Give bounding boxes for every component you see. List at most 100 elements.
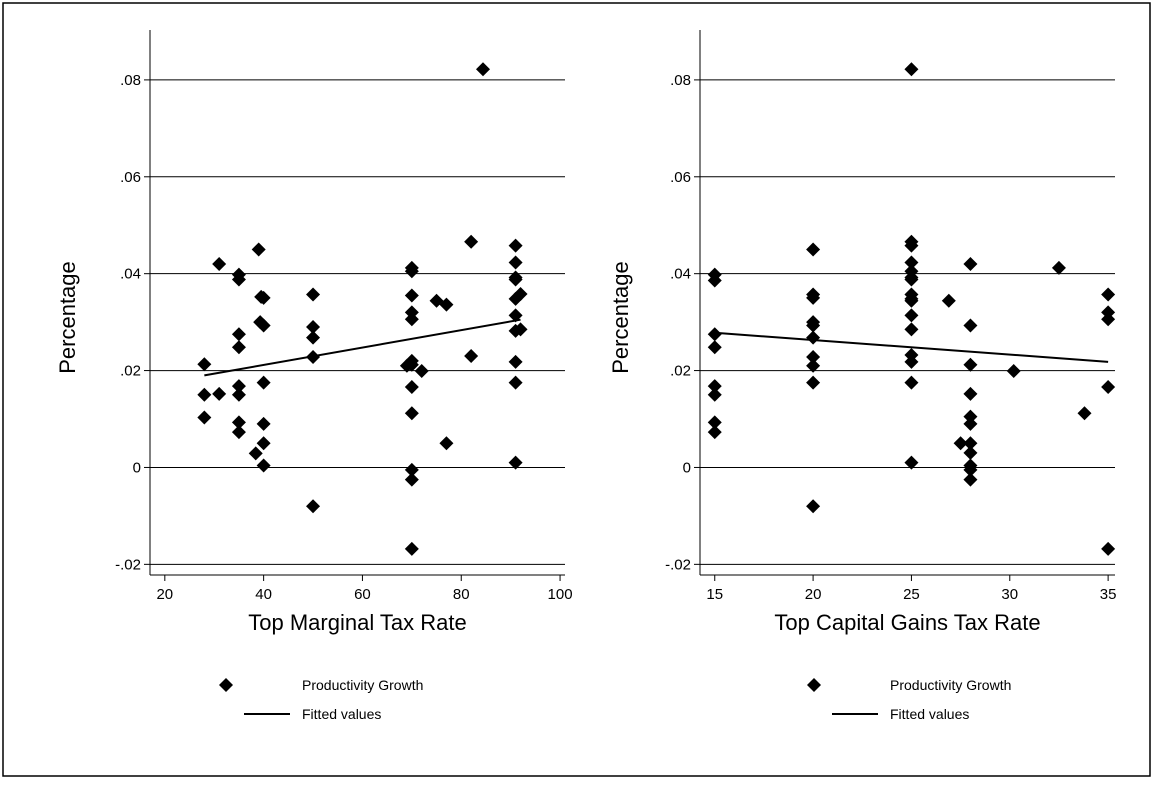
point [707,273,722,288]
point [439,297,454,312]
point [1006,364,1021,379]
point [197,387,212,402]
point [404,357,419,372]
point [806,375,821,390]
y-tick-label: -.02 [665,556,691,573]
y-tick-label: .06 [670,169,691,186]
point [904,238,919,253]
point [508,255,523,270]
point [508,375,523,390]
y-tick-label: .04 [670,266,691,283]
point [806,358,821,373]
point [508,455,523,470]
legend-label: Productivity Growth [302,677,423,693]
point [953,436,968,451]
point [475,62,490,77]
point [306,499,321,514]
x-axis-title: Top Capital Gains Tax Rate [774,610,1040,635]
point [963,357,978,372]
y-axis-title: Percentage [55,261,80,374]
point [404,406,419,421]
legend-label: Fitted values [890,706,969,722]
fit-line [714,331,1109,363]
point [256,290,271,305]
point [707,379,722,394]
x-tick-label: 15 [706,586,723,603]
point [197,410,212,425]
point [251,242,266,257]
point [231,387,246,402]
point [404,541,419,556]
point [231,327,246,342]
point [963,256,978,271]
point [248,446,263,461]
point [1101,541,1116,556]
y-tick-label: .04 [120,266,141,283]
point [941,293,956,308]
point [464,349,479,364]
point [806,350,821,364]
point [707,340,722,355]
point [1077,406,1092,421]
point [963,416,978,431]
point [508,272,523,287]
y-tick-label: .06 [120,169,141,186]
point [414,364,429,379]
y-tick-label: .02 [670,363,691,380]
point [404,380,419,395]
point [404,288,419,303]
point [231,340,246,355]
legend-label: Fitted values [302,706,381,722]
point [404,264,419,279]
fit-line [204,318,521,377]
legend-label: Productivity Growth [890,677,1011,693]
point [513,287,528,302]
point [904,308,919,323]
point [231,379,246,394]
point [806,318,821,333]
point [707,327,722,342]
point [963,436,978,451]
point [404,472,419,487]
point [963,386,978,401]
point [404,462,419,477]
point [212,256,227,271]
x-tick-label: 35 [1100,586,1117,603]
point [904,272,919,287]
point [256,436,271,451]
point [231,415,246,430]
point [963,409,978,424]
x-tick-label: 100 [548,586,573,603]
point [256,416,271,431]
point [439,436,454,451]
point [806,499,821,514]
point [963,472,978,487]
point [212,386,227,401]
point [806,290,821,305]
point [707,387,722,402]
point [904,255,919,270]
point [231,425,246,440]
point [1051,260,1066,275]
point [1101,380,1116,395]
point [508,354,523,369]
x-tick-label: 30 [1001,586,1018,603]
point [1101,287,1116,302]
point [707,425,722,440]
x-tick-label: 40 [255,586,272,603]
point [231,272,246,287]
x-tick-label: 80 [453,586,470,603]
point [963,445,978,460]
point [904,375,919,390]
legend-marker [219,678,233,692]
point [1101,312,1116,327]
point [963,462,978,477]
y-tick-label: .08 [120,72,141,89]
point [464,234,479,249]
x-tick-label: 20 [156,586,173,603]
point [904,354,919,369]
y-tick-label: .02 [120,363,141,380]
point [256,375,271,390]
